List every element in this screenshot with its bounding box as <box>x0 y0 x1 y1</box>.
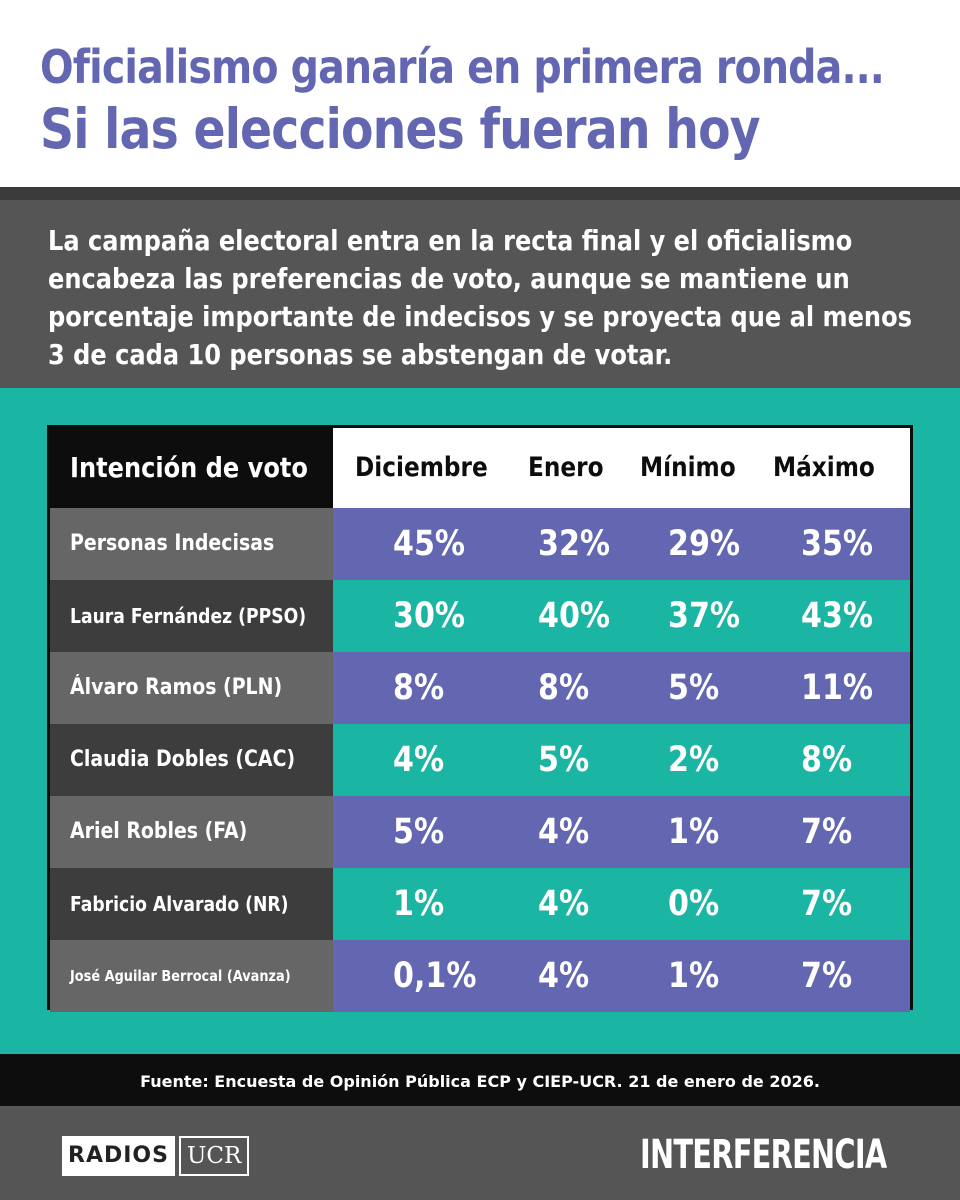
value-cell: 4% <box>393 740 445 780</box>
value-cell: 7% <box>801 884 853 924</box>
value-cell: 29% <box>668 524 741 564</box>
table-header-label: Intención de voto <box>50 428 333 508</box>
ucr-logo-text: UCR <box>178 1136 250 1176</box>
footer: RADIOS UCR INTERFERENCIA <box>0 1106 960 1200</box>
table-column-headers: Diciembre Enero Mínimo Máximo <box>333 428 910 508</box>
row-values: 5% 4% 1% 7% <box>333 796 910 868</box>
title-line-1: Oficialismo ganaría en primera ronda... <box>40 40 885 94</box>
row-values: 4% 5% 2% 8% <box>333 724 910 796</box>
row-values: 45% 32% 29% 35% <box>333 508 910 580</box>
source-text: Fuente: Encuesta de Opinión Pública ECP … <box>140 1072 820 1091</box>
table-row: Laura Fernández (PPSO) 30% 40% 37% 43% <box>50 580 910 652</box>
table-row: Claudia Dobles (CAC) 4% 5% 2% 8% <box>50 724 910 796</box>
table-row: Fabricio Alvarado (NR) 1% 4% 0% 7% <box>50 868 910 940</box>
lead-text: La campaña electoral entra en la recta f… <box>48 224 912 371</box>
column-header-2: Mínimo <box>640 452 736 483</box>
value-cell: 1% <box>668 812 720 852</box>
lead-panel: La campaña electoral entra en la recta f… <box>0 200 960 388</box>
row-values: 8% 8% 5% 11% <box>333 652 910 724</box>
table-row: Álvaro Ramos (PLN) 8% 8% 5% 11% <box>50 652 910 724</box>
title-line-2: Si las elecciones fueran hoy <box>40 97 761 161</box>
table-row: Ariel Robles (FA) 5% 4% 1% 7% <box>50 796 910 868</box>
row-label: Laura Fernández (PPSO) <box>50 580 333 652</box>
row-values: 30% 40% 37% 43% <box>333 580 910 652</box>
row-label: Personas Indecisas <box>50 508 333 580</box>
row-values: 1% 4% 0% 7% <box>333 868 910 940</box>
row-label: Fabricio Alvarado (NR) <box>50 868 333 940</box>
value-cell: 2% <box>668 740 720 780</box>
value-cell: 5% <box>538 740 590 780</box>
value-cell: 8% <box>538 668 590 708</box>
table-row: Personas Indecisas 45% 32% 29% 35% <box>50 508 910 580</box>
radios-ucr-logo: RADIOS UCR <box>62 1136 250 1176</box>
column-header-0: Diciembre <box>355 452 488 483</box>
value-cell: 11% <box>801 668 874 708</box>
value-cell: 7% <box>801 812 853 852</box>
divider-strip <box>0 187 960 200</box>
value-cell: 45% <box>393 524 466 564</box>
value-cell: 30% <box>393 596 466 636</box>
value-cell: 0% <box>668 884 720 924</box>
value-cell: 1% <box>393 884 445 924</box>
value-cell: 4% <box>538 812 590 852</box>
row-label: Álvaro Ramos (PLN) <box>50 652 333 724</box>
value-cell: 35% <box>801 524 874 564</box>
value-cell: 32% <box>538 524 611 564</box>
row-label: Ariel Robles (FA) <box>50 796 333 868</box>
table-row: José Aguilar Berrocal (Avanza) 0,1% 4% 1% 7% <box>50 940 910 1012</box>
value-cell: 5% <box>393 812 445 852</box>
header-label-text: Intención de voto <box>70 451 308 484</box>
value-cell: 4% <box>538 956 590 996</box>
radios-logo-text: RADIOS <box>62 1136 175 1176</box>
interferencia-logo: INTERFERENCIA <box>640 1130 900 1180</box>
column-header-1: Enero <box>528 452 604 483</box>
value-cell: 0,1% <box>393 956 477 996</box>
vote-intention-table: Intención de voto Diciembre Enero Mínimo Má… <box>47 425 913 1012</box>
value-cell: 1% <box>668 956 720 996</box>
interferencia-logo-text: INTERFERENCIA <box>640 1132 887 1178</box>
value-cell: 8% <box>393 668 445 708</box>
row-label: Claudia Dobles (CAC) <box>50 724 333 796</box>
value-cell: 5% <box>668 668 720 708</box>
value-cell: 37% <box>668 596 741 636</box>
value-cell: 40% <box>538 596 611 636</box>
value-cell: 7% <box>801 956 853 996</box>
value-cell: 4% <box>538 884 590 924</box>
source-bar: Fuente: Encuesta de Opinión Pública ECP … <box>0 1054 960 1106</box>
value-cell: 8% <box>801 740 853 780</box>
row-values: 0,1% 4% 1% 7% <box>333 940 910 1012</box>
column-header-3: Máximo <box>773 452 875 483</box>
value-cell: 43% <box>801 596 874 636</box>
header: Oficialismo ganaría en primera ronda... … <box>0 0 960 187</box>
row-label: José Aguilar Berrocal (Avanza) <box>50 940 333 1012</box>
